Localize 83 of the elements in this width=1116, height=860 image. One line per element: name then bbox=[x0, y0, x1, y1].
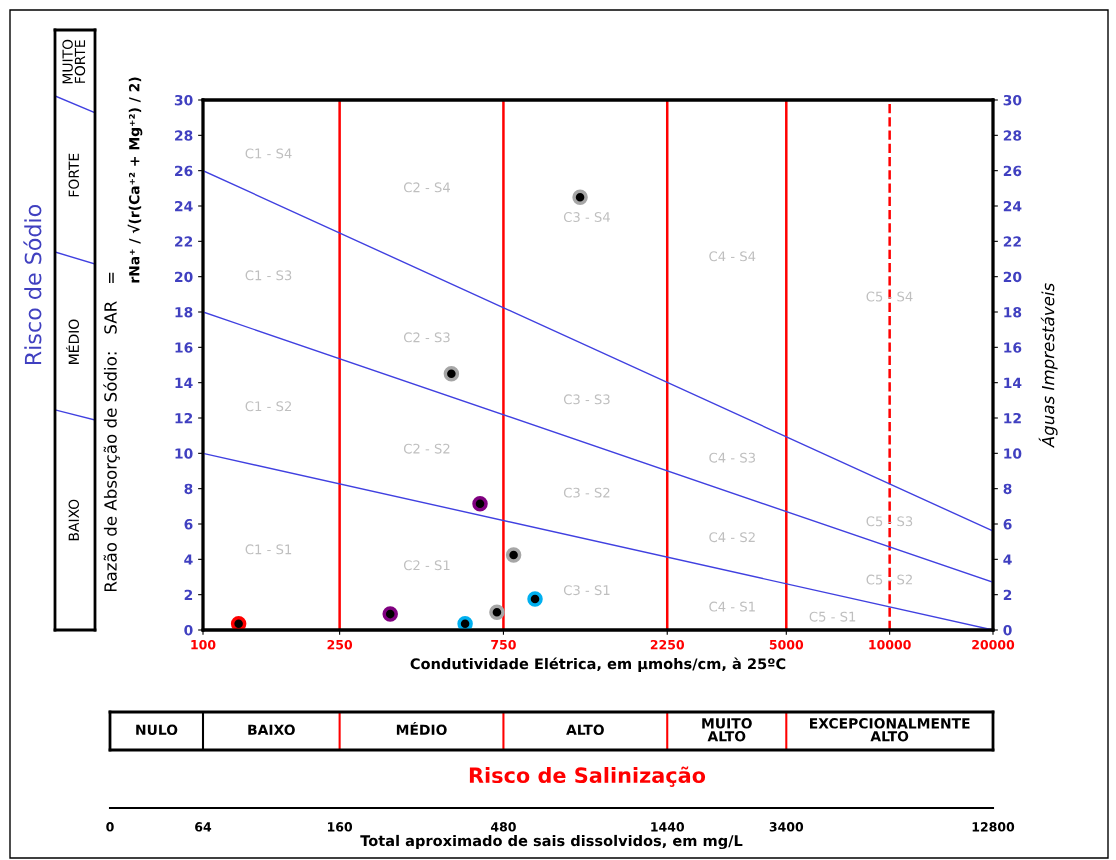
annotation: C2 - S4 bbox=[403, 182, 450, 193]
text: 64 bbox=[195, 822, 212, 832]
x-tick-label: 2250 bbox=[650, 639, 685, 650]
x-tick-label: 750 bbox=[491, 639, 516, 650]
annotation: C1 - S3 bbox=[245, 270, 292, 281]
annotation: C1 - S1 bbox=[245, 544, 292, 555]
y-axis-title: Razão de Absorção de Sódio: SAR = bbox=[103, 272, 120, 592]
y-tick-label: 16 bbox=[175, 342, 193, 353]
annotation: C4 - S2 bbox=[709, 532, 755, 543]
annotation: C5 - S1 bbox=[809, 611, 856, 622]
text: EXCEPCIONALMENTE ALTO bbox=[810, 718, 970, 742]
y-tick-label: 14 bbox=[175, 377, 193, 388]
annotation: C4 - S4 bbox=[709, 251, 756, 262]
y-tick-label: 2 bbox=[184, 589, 193, 600]
y-tick-label: 22 bbox=[175, 236, 193, 247]
annotation: C2 - S1 bbox=[403, 560, 450, 571]
y2-tick-label: 22 bbox=[1003, 236, 1021, 247]
y-tick-label: 24 bbox=[175, 200, 193, 212]
annotation: C1 - S4 bbox=[245, 148, 292, 159]
y-tick-label: 0 bbox=[184, 624, 193, 636]
y2-tick-label: 18 bbox=[1004, 306, 1022, 318]
y-tick-label: 30 bbox=[174, 94, 193, 106]
text: FORTE bbox=[68, 153, 80, 197]
text: 0 bbox=[106, 822, 114, 832]
annotation: C3 - S4 bbox=[563, 212, 610, 223]
text: NULO bbox=[136, 724, 178, 736]
y-tick-label: 18 bbox=[175, 306, 193, 318]
y-tick-label: 20 bbox=[175, 271, 193, 283]
y-tick-label: 4 bbox=[184, 554, 193, 565]
x-tick-label: 250 bbox=[327, 639, 353, 650]
y2-axis-title: Águas Imprestáveis bbox=[1038, 283, 1058, 449]
text: MÉDIO bbox=[396, 721, 447, 736]
text: BAIXO bbox=[68, 499, 80, 541]
y2-tick-label: 6 bbox=[1003, 518, 1012, 530]
y2-tick-label: 16 bbox=[1004, 342, 1022, 353]
annotation: C3 - S3 bbox=[563, 394, 610, 405]
text: Risco de Sódio bbox=[23, 204, 42, 365]
y2-tick-label: 26 bbox=[1003, 165, 1022, 177]
text: 1440 bbox=[651, 822, 685, 832]
y2-tick-label: 28 bbox=[1003, 130, 1022, 141]
x-tick-label: 100 bbox=[191, 639, 216, 650]
x-tick-label: 20000 bbox=[972, 639, 1015, 650]
annotation: C1 - S2 bbox=[245, 401, 292, 412]
y-tick-label: 8 bbox=[184, 483, 193, 495]
y-tick-label: 10 bbox=[175, 448, 193, 459]
text: rNa⁺ / √(r(Ca⁺² + Mg⁺²) / 2) bbox=[127, 77, 143, 283]
y-tick-label: 12 bbox=[175, 412, 193, 424]
y2-tick-label: 24 bbox=[1003, 200, 1022, 212]
annotation: C4 - S3 bbox=[709, 452, 756, 463]
text: 160 bbox=[327, 822, 353, 832]
y2-tick-label: 2 bbox=[1003, 589, 1012, 600]
y2-tick-label: 4 bbox=[1003, 554, 1012, 565]
text: Risco de Salinização bbox=[469, 766, 706, 787]
y2-tick-label: 14 bbox=[1004, 377, 1022, 388]
y-tick-label: 26 bbox=[175, 165, 193, 177]
text: MUITO ALTO bbox=[702, 718, 752, 742]
x-axis-title: Condutividade Elétrica, em µmohs/cm, à 25ºC bbox=[410, 657, 786, 673]
x-tick-label: 10000 bbox=[869, 639, 911, 650]
y2-tick-label: 20 bbox=[1003, 271, 1022, 283]
text: BAIXO bbox=[248, 724, 295, 736]
text: 480 bbox=[490, 822, 516, 832]
y-tick-label: 28 bbox=[175, 130, 193, 141]
text: 3400 bbox=[769, 822, 804, 832]
y2-tick-label: 30 bbox=[1003, 94, 1022, 106]
text: MUITO FORTE bbox=[62, 39, 86, 84]
y-tick-label: 6 bbox=[184, 518, 193, 530]
text: Total aproximado de sais dissolvidos, em mg/L bbox=[360, 834, 743, 850]
y2-tick-label: 10 bbox=[1004, 448, 1022, 459]
annotation: C5 - S2 bbox=[866, 574, 912, 585]
annotation: C3 - S2 bbox=[563, 487, 610, 498]
annotation: C4 - S1 bbox=[709, 601, 755, 612]
y2-tick-label: 12 bbox=[1004, 412, 1021, 424]
annotation: C5 - S3 bbox=[866, 516, 913, 527]
annotation: C5 - S4 bbox=[866, 291, 913, 302]
y2-tick-label: 8 bbox=[1003, 483, 1012, 495]
text: ALTO bbox=[566, 724, 604, 736]
annotation: C2 - S2 bbox=[403, 443, 450, 454]
y2-tick-label: 0 bbox=[1003, 624, 1012, 636]
annotation: C3 - S1 bbox=[563, 585, 610, 596]
x-tick-label: 5000 bbox=[769, 639, 804, 650]
text: 12800 bbox=[972, 822, 1015, 832]
text: MÉDIO bbox=[65, 319, 80, 364]
annotation: C2 - S3 bbox=[403, 332, 450, 343]
